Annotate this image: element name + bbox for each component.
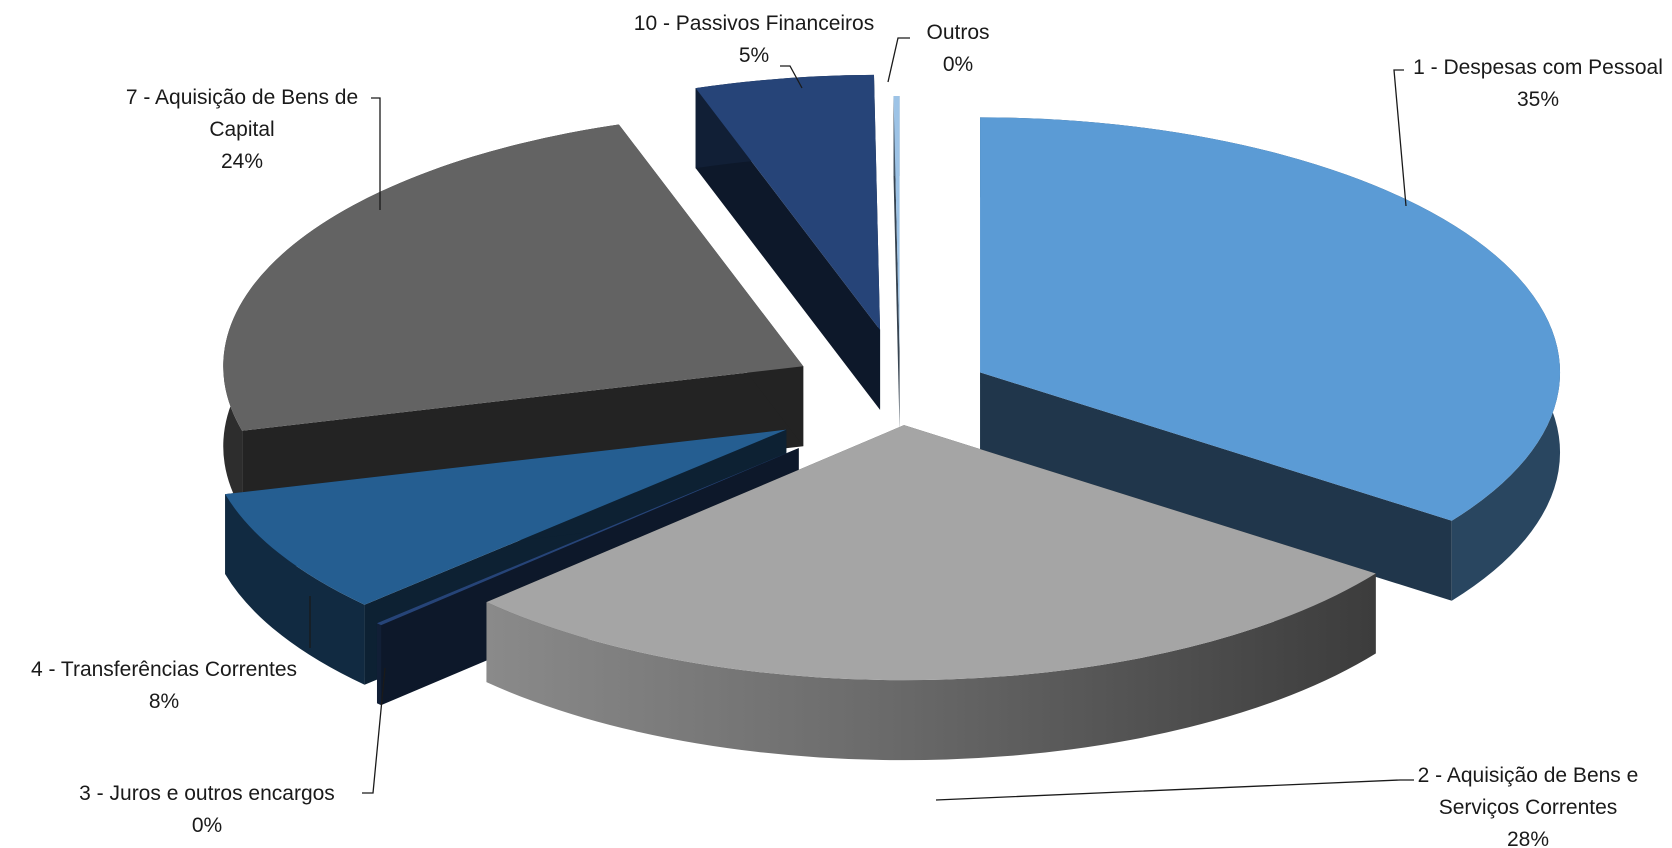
percent-juros: 0% — [192, 814, 222, 837]
leader-line-outros — [887, 37, 910, 83]
percent-bens-servicos: 28% — [1507, 828, 1549, 848]
percent-outros: 0% — [943, 53, 973, 76]
percent-despesas-pessoal: 35% — [1517, 88, 1559, 111]
label-despesas-pessoal: 1 - Despesas com Pessoal — [1413, 56, 1663, 79]
slice-2 — [486, 425, 1376, 761]
slice-2-side — [486, 573, 1376, 761]
leader-lines — [309, 37, 1414, 801]
slice-5 — [223, 124, 804, 511]
slice-7-wall-0 — [893, 96, 900, 432]
slice-1 — [980, 117, 1561, 601]
slice-5-wall-0 — [242, 366, 804, 511]
leader-line-10 — [780, 65, 803, 89]
label-passivos: 10 - Passivos Financeiros — [634, 12, 874, 35]
percent-transferencias: 8% — [149, 690, 179, 713]
slice-3-side — [376, 623, 382, 706]
leader-line-2 — [935, 779, 1414, 801]
slice-4-top — [225, 429, 787, 605]
slice-3-top — [376, 448, 799, 626]
leader-line-3 — [362, 667, 386, 794]
leader-line-7 — [371, 97, 381, 210]
slice-6-wall-0 — [695, 88, 881, 410]
label-juros: 3 - Juros e outros encargos — [79, 782, 335, 805]
slice-2-top — [486, 425, 1376, 681]
slice-6-top — [695, 74, 881, 330]
label-bens-capital-line2: Capital — [209, 118, 274, 141]
label-bens-servicos-line1: 2 - Aquisição de Bens e — [1418, 764, 1639, 787]
label-outros: Outros — [926, 21, 989, 44]
slice-1-wall-1 — [980, 372, 1452, 601]
slice-1-top — [980, 117, 1561, 521]
slice-4-side — [225, 494, 365, 685]
slice-5-top — [223, 124, 804, 431]
label-bens-capital-line1: 7 - Aquisição de Bens de — [126, 86, 358, 109]
percent-passivos: 5% — [739, 44, 769, 67]
slice-6 — [695, 74, 881, 410]
label-transferencias: 4 - Transferências Correntes — [31, 658, 297, 681]
slice-7-top — [893, 96, 900, 352]
data-labels: 1 - Despesas com Pessoal 35% 2 - Aquisiç… — [31, 12, 1663, 848]
label-bens-servicos-line2: Serviços Correntes — [1439, 796, 1618, 819]
slice-7 — [893, 96, 900, 432]
pie-slices — [223, 74, 1561, 761]
percent-bens-capital: 24% — [221, 150, 263, 173]
leader-line-1 — [1393, 69, 1407, 207]
